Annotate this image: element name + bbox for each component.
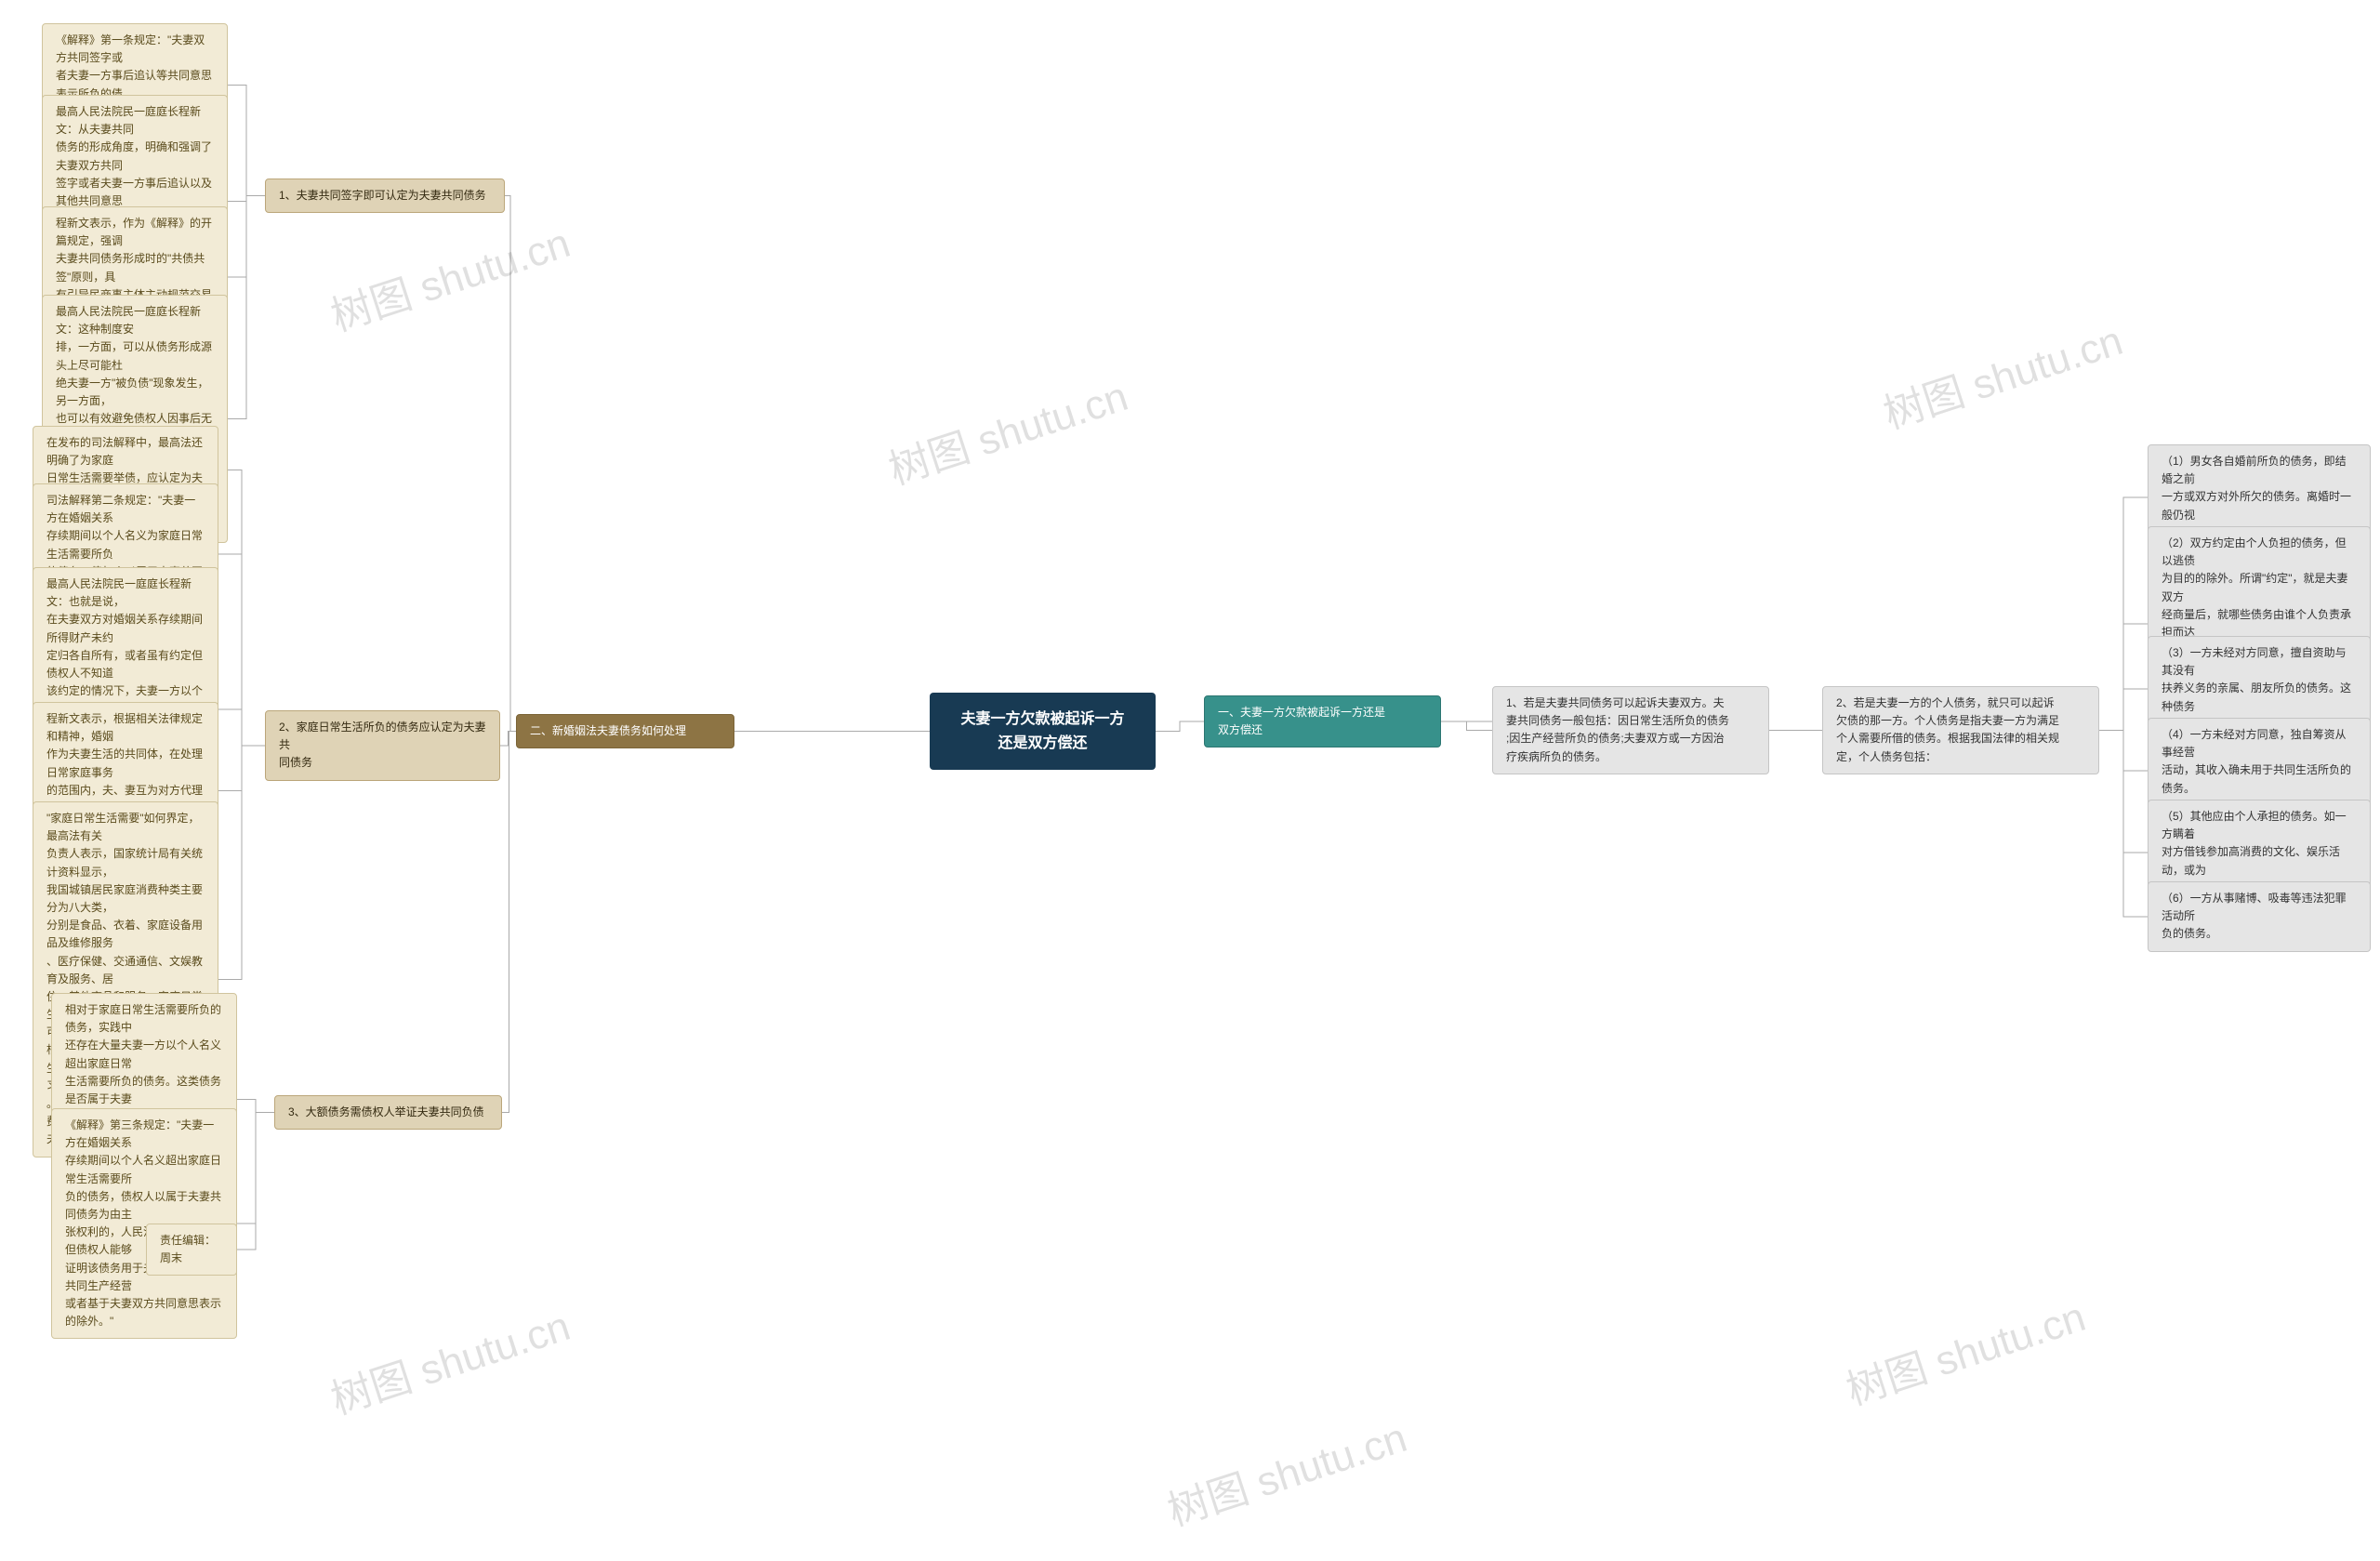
watermark: 树图 shutu.cn [880, 363, 1134, 496]
node-r1: 一、夫妻一方欠款被起诉一方还是 双方偿还 [1204, 695, 1441, 747]
node-r1a: 1、若是夫妻共同债务可以起诉夫妻双方。夫 妻共同债务一般包括：因日常生活所负的债… [1492, 686, 1769, 774]
node-l1a: 1、夫妻共同签字即可认定为夫妻共同债务 [265, 179, 505, 213]
node-root: 夫妻一方欠款被起诉一方 还是双方偿还 [930, 693, 1156, 770]
node-rl6: （6）一方从事赌博、吸毒等违法犯罪活动所 负的债务。 [2148, 881, 2371, 952]
node-lC3: 责任编辑：周末 [146, 1224, 237, 1276]
node-r1b: 2、若是夫妻一方的个人债务，就只可以起诉 欠债的那一方。个人债务是指夫妻一方为满… [1822, 686, 2099, 774]
watermark: 树图 shutu.cn [323, 1292, 576, 1425]
watermark: 树图 shutu.cn [323, 209, 576, 342]
node-l1: 二、新婚姻法夫妻债务如何处理 [516, 714, 734, 748]
node-l1c: 3、大额债务需债权人举证夫妻共同负债 [274, 1095, 502, 1130]
node-l1b: 2、家庭日常生活所负的债务应认定为夫妻共 同债务 [265, 710, 500, 781]
watermark: 树图 shutu.cn [1159, 1404, 1413, 1537]
watermark: 树图 shutu.cn [1875, 307, 2129, 440]
watermark: 树图 shutu.cn [1838, 1283, 2092, 1416]
